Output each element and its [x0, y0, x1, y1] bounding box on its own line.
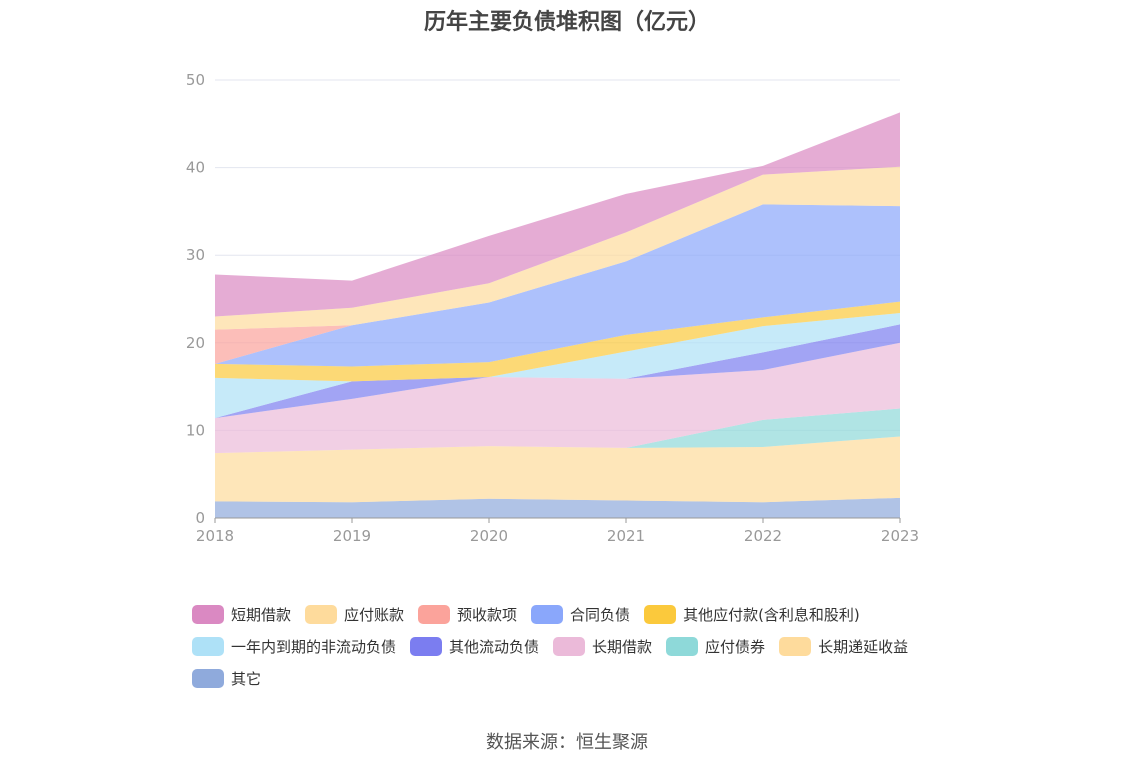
legend-row: 一年内到期的非流动负债 其他流动负债 长期借款 应付债券 长期递延收益 [192, 630, 972, 662]
y-tick-label: 40 [186, 159, 205, 177]
legend-item-bonds-payable[interactable]: 应付债券 [666, 636, 765, 657]
legend-swatch [666, 636, 699, 656]
x-tick-label: 2018 [196, 527, 234, 545]
chart-title: 历年主要负债堆积图（亿元） [423, 10, 710, 35]
area-series [215, 342, 900, 454]
x-tick-label: 2021 [607, 527, 645, 545]
area-series [215, 166, 900, 330]
legend-label: 合同负债 [570, 605, 631, 624]
legend-item-other-current-liabilities[interactable]: 其他流动负债 [410, 636, 539, 657]
legend-label: 其他应付款(含利息和股利) [683, 605, 860, 624]
area-series [215, 408, 900, 454]
legend-item-accounts-payable[interactable]: 应付账款 [305, 604, 404, 625]
legend-swatch [779, 636, 812, 656]
x-tick-label: 2023 [881, 527, 919, 545]
legend-item-short-term-borrowings[interactable]: 短期借款 [192, 604, 291, 625]
legend-swatch [192, 636, 224, 656]
legend-item-long-term-deferred-income[interactable]: 长期递延收益 [779, 636, 908, 657]
legend-label: 短期借款 [231, 605, 292, 624]
legend-swatch [553, 636, 586, 656]
legend-item-current-portion-noncurrent[interactable]: 一年内到期的非流动负债 [192, 636, 396, 657]
legend-swatch [644, 604, 677, 624]
legend-swatch [192, 604, 224, 624]
legend-label: 长期递延收益 [818, 637, 909, 656]
legend-item-other[interactable]: 其它 [192, 668, 261, 689]
x-tick-label: 2022 [744, 527, 782, 545]
area-series [215, 112, 900, 317]
legend-row: 短期借款 应付账款 预收款项 合同负债 其他应付款(含利息和股利) [192, 598, 972, 630]
legend-label: 其它 [231, 669, 262, 688]
y-tick-label: 30 [186, 246, 205, 264]
x-tick-label: 2020 [470, 527, 508, 545]
legend-swatch [531, 604, 564, 624]
legend: 短期借款 应付账款 预收款项 合同负债 其他应付款(含利息和股利) 一年内到期的… [192, 598, 972, 694]
legend-item-advance-receipts[interactable]: 预收款项 [418, 604, 517, 625]
legend-item-contract-liabilities[interactable]: 合同负债 [531, 604, 630, 625]
area-series [215, 436, 900, 503]
y-tick-label: 20 [186, 334, 205, 352]
legend-swatch [410, 636, 443, 656]
source-note: 数据来源：恒生聚源 [486, 732, 648, 753]
legend-label: 长期借款 [592, 637, 653, 656]
legend-label: 预收款项 [457, 605, 518, 624]
y-tick-label: 50 [186, 71, 205, 89]
legend-label: 应付债券 [705, 637, 766, 656]
area-series [215, 301, 900, 382]
legend-swatch [192, 668, 224, 688]
legend-swatch [418, 604, 451, 624]
legend-label: 应付账款 [344, 605, 405, 624]
legend-label: 其他流动负债 [449, 637, 540, 656]
legend-row: 其它 [192, 662, 972, 694]
y-tick-label: 10 [186, 421, 205, 439]
x-tick-label: 2019 [333, 527, 371, 545]
y-tick-label: 0 [195, 509, 205, 527]
area-series [215, 204, 900, 367]
legend-item-other-payables[interactable]: 其他应付款(含利息和股利) [644, 604, 860, 625]
area-series [215, 497, 900, 518]
legend-label: 一年内到期的非流动负债 [231, 637, 397, 656]
legend-swatch [305, 604, 338, 624]
legend-item-long-term-borrowings[interactable]: 长期借款 [553, 636, 652, 657]
area-series [215, 313, 900, 419]
